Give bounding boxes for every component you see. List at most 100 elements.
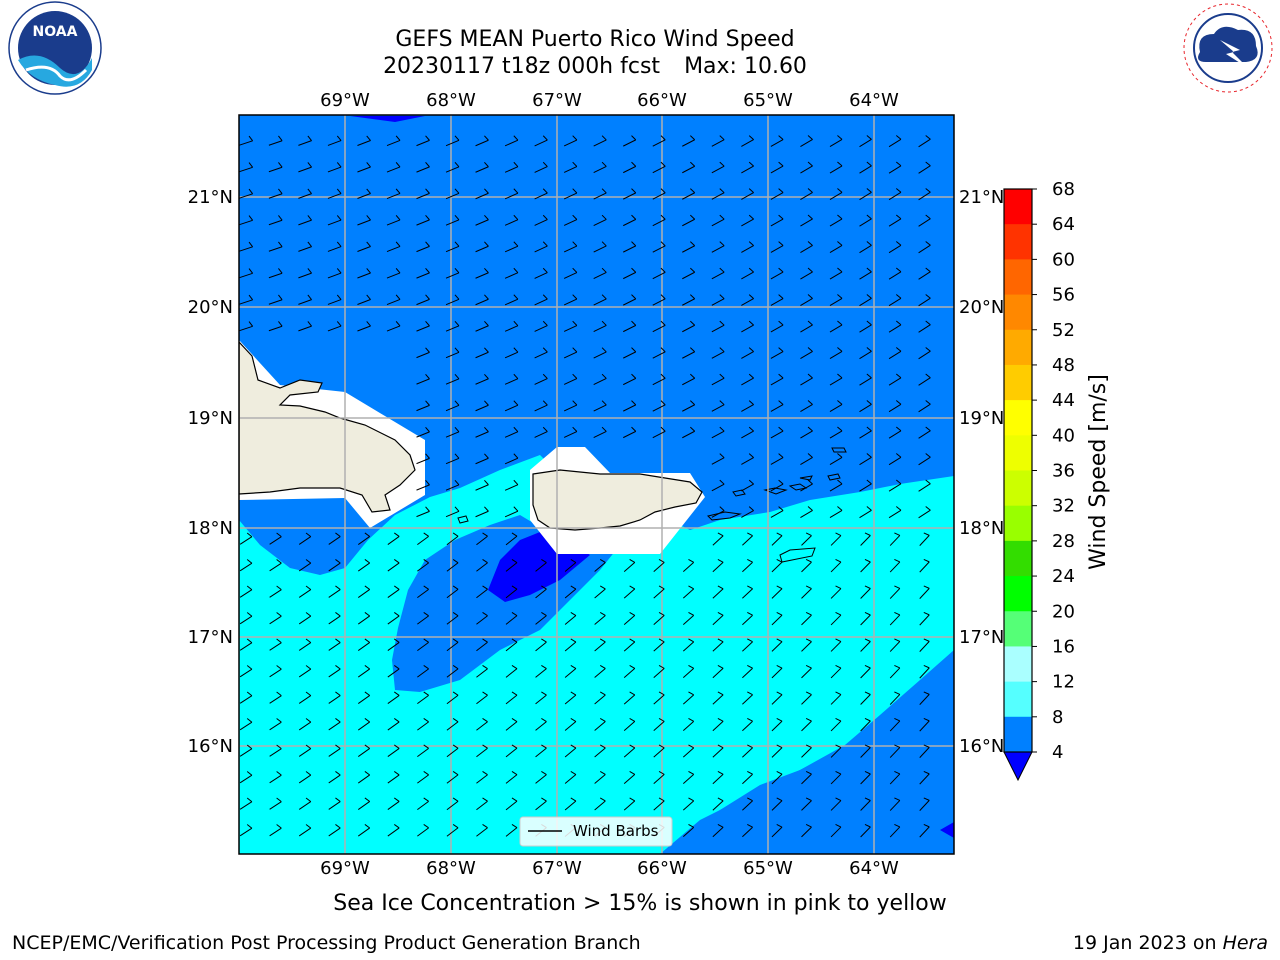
wind-barb-flag — [776, 823, 783, 828]
wind-barb-flag — [690, 426, 696, 432]
wind-barb — [652, 245, 666, 253]
wind-barb-flag — [366, 215, 371, 221]
wind-barb-flag — [248, 241, 254, 248]
wind-barb — [771, 747, 783, 758]
wind-barb — [563, 166, 578, 173]
wind-barb-flag — [807, 506, 813, 511]
wind-barb — [741, 457, 754, 465]
wind-barb — [653, 588, 665, 599]
wind-barb — [860, 588, 871, 599]
wind-barb — [387, 827, 400, 837]
wind-barb — [711, 165, 725, 174]
chart-title: GEFS MEAN Puerto Rico Wind Speed — [395, 27, 795, 52]
wind-barb-flag — [513, 506, 519, 512]
wind-barb — [741, 351, 754, 359]
colorbar-segment — [1004, 364, 1032, 401]
wind-barb — [328, 774, 341, 784]
wind-barb-flag — [631, 400, 637, 406]
wind-barb-flag — [246, 559, 253, 564]
wind-barb-flag — [631, 294, 637, 300]
wind-barb-flag — [923, 744, 930, 748]
wind-barb — [298, 827, 312, 837]
chart-subtitle: 20230117 t18z 000h fcst Max: 10.60 — [0, 54, 1190, 80]
lat-tick-left: 16°N — [188, 736, 233, 757]
nws-logo — [1182, 2, 1274, 94]
wind-barb-flag — [601, 161, 607, 167]
wind-barb-flag — [307, 321, 312, 327]
wind-barb-flag — [778, 347, 784, 352]
wind-barb — [239, 589, 253, 598]
wind-barb — [712, 588, 724, 599]
wind-barb-flag — [719, 400, 725, 406]
wind-barb — [328, 748, 341, 757]
wind-barb — [711, 510, 725, 518]
wind-barb — [712, 614, 724, 626]
wind-barb — [239, 721, 253, 731]
wind-barb-flag — [513, 373, 519, 379]
wind-barb — [269, 536, 282, 545]
wind-barb-flag — [660, 320, 666, 326]
barb-legend: Wind Barbs — [519, 816, 673, 847]
legend-label: Wind Barbs — [573, 822, 659, 840]
wind-barb — [535, 562, 547, 572]
wind-barb — [623, 747, 636, 758]
wind-barb-flag — [629, 585, 636, 590]
map-area — [239, 115, 954, 854]
lon-tick-top: 69°W — [320, 90, 370, 111]
wind-barb — [563, 404, 578, 412]
wind-barb — [386, 219, 401, 226]
wind-barb-flag — [658, 770, 665, 775]
wind-barb-flag — [925, 214, 931, 220]
wind-barb — [919, 641, 930, 652]
wind-barb — [594, 800, 606, 811]
wind-barb — [653, 720, 665, 732]
wind-barb-flag — [482, 664, 488, 670]
wind-barb-flag — [336, 135, 342, 141]
colorbar-tick-label: 36 — [1052, 461, 1075, 482]
wind-barb — [417, 535, 429, 546]
wind-barb-flag — [864, 664, 871, 669]
wind-barb — [801, 773, 812, 785]
wind-barb — [860, 614, 871, 626]
wind-barb — [682, 245, 695, 253]
wind-barb — [416, 457, 430, 465]
wind-barb — [682, 430, 695, 439]
lat-tick-left: 21°N — [188, 187, 233, 208]
wind-barb — [504, 139, 519, 147]
wind-barb — [357, 246, 371, 252]
wind-barb — [386, 272, 401, 279]
wind-barb — [801, 747, 812, 758]
wind-barb-flag — [366, 321, 371, 327]
wind-barb — [800, 510, 813, 518]
wind-barb-flag — [395, 294, 401, 300]
wind-lt4-north — [350, 116, 425, 122]
gridlines — [239, 115, 954, 854]
wind-barb-flag — [688, 638, 694, 643]
wind-barb — [653, 614, 665, 626]
wind-barb-flag — [425, 135, 430, 141]
wind-barb-flag — [923, 770, 930, 775]
wind-barb-flag — [717, 558, 724, 563]
wind-barb — [682, 641, 695, 652]
colorbar-segment — [1004, 540, 1032, 577]
wind-barb-flag — [425, 427, 430, 433]
wind-barb — [328, 721, 341, 731]
wind-barb — [888, 430, 902, 439]
colorbar-segment — [1004, 400, 1032, 436]
wind-barb-flag — [276, 691, 282, 697]
wind-barb-flag — [484, 426, 489, 433]
wind-barb-flag — [454, 135, 460, 141]
wind-barb-flag — [835, 664, 842, 669]
wind-barb — [386, 298, 401, 306]
wind-barb-flag — [658, 585, 665, 590]
wind-barb — [830, 720, 842, 732]
wind-barb — [298, 140, 312, 146]
wind-barb-flag — [748, 426, 754, 432]
wind-barb-flag — [393, 824, 400, 829]
wind-barb-flag — [923, 611, 930, 616]
wind-barb-flag — [747, 770, 753, 775]
wind-barb-flag — [248, 215, 254, 221]
wind-barb — [387, 721, 400, 731]
wind-barb — [446, 668, 459, 678]
wind-barb — [800, 271, 813, 280]
